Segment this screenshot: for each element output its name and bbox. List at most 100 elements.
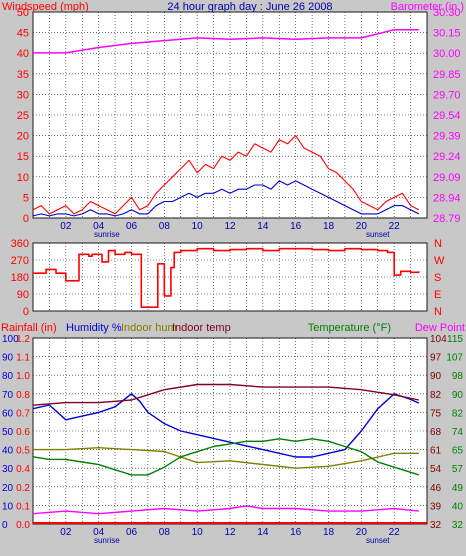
direction-degree-ticks: 0 90 180 270 360 [11, 238, 29, 318]
x-tick-label: 12 [224, 527, 236, 538]
temperature-line [32, 438, 420, 476]
temp-hour-ticks: 02 04 06 08 10 12 14 16 18 20 22 sunrise sunset [60, 527, 400, 545]
humidity-axis-label: Humidity % [66, 322, 122, 334]
wind-hour-ticks: 02 04 06 08 10 12 14 16 18 20 22 sunrise sunset [60, 221, 400, 239]
rain-tick-label: 0.7 [16, 408, 30, 419]
rain-tick-label: 0.0 [16, 520, 30, 531]
humidity-tick-label: 30 [2, 464, 14, 475]
temperature-tick-label: 90 [430, 371, 442, 382]
wind-tick-label: 30 [17, 89, 29, 101]
humidity-line [32, 393, 420, 458]
barometer-tick-label: 28.94 [433, 192, 461, 204]
barometer-ticks: 28.79 28.94 29.09 29.24 29.39 29.54 29.70 29.85… [433, 7, 461, 225]
humidity-tick-label: 80 [2, 371, 14, 382]
barometer-axis-label: Barometer (in.) [391, 1, 464, 13]
rain-tick-label: 0.6 [16, 427, 30, 438]
direction-series [33, 247, 420, 309]
wind-tick-label: 35 [17, 69, 29, 81]
x-tick-label: 18 [323, 221, 335, 232]
x-tick-label: 04 [93, 527, 105, 538]
temperature-tick-label: 75 [430, 408, 442, 419]
wind_avg-line [32, 180, 420, 217]
temperature-tick-label-outer: 65 [452, 446, 464, 457]
dew-point-axis-label: Dew Point [415, 322, 465, 334]
wind-ticks: 0 5 10 15 20 25 30 35 40 45 50 [17, 7, 29, 225]
x-tick-label: 14 [257, 527, 269, 538]
barometer-tick-label: 29.24 [433, 151, 461, 163]
rain-humidity-ticks: 0 0.010 0.120 0.230 0.440 0.550 0.660 0.770 0.88… [2, 334, 30, 531]
barometer-tick-label: 29.85 [433, 69, 461, 81]
compass-label: N [434, 306, 442, 318]
humidity-tick-label: 90 [2, 353, 14, 364]
x-tick-label: 20 [356, 527, 368, 538]
rain-tick-label: 0.8 [16, 390, 30, 401]
rain-tick-label: 0.5 [16, 446, 30, 457]
humidity-tick-label: 20 [2, 483, 14, 494]
sunrise-marker: sunrise [94, 230, 120, 239]
temperature-axis-label: Temperature (°F) [308, 322, 391, 334]
rain-tick-label: 0.1 [16, 501, 30, 512]
direction-degree-label: 270 [11, 255, 29, 267]
temperature-tick-label: 54 [430, 464, 442, 475]
humidity-tick-label: 40 [2, 446, 14, 457]
indoor-temp-axis-label: Indoor temp [172, 322, 231, 334]
rain-tick-label: 0.2 [16, 483, 30, 494]
direction-line [33, 247, 420, 309]
wind-tick-label: 20 [17, 131, 29, 143]
barometer-tick-label: 29.70 [433, 89, 461, 101]
wind-tick-label: 5 [23, 192, 29, 204]
x-tick-label: 10 [192, 221, 204, 232]
sunset-marker: sunset [366, 536, 390, 545]
wind-baro-chart: Windspeed (mph) 24 hour graph day : June… [2, 1, 464, 239]
temperature-tick-label: 68 [430, 427, 442, 438]
rain-tick-label: 1.0 [16, 371, 30, 382]
x-tick-label: 16 [290, 221, 302, 232]
wind-tick-label: 40 [17, 48, 29, 60]
wind-tick-label: 15 [17, 151, 29, 163]
x-tick-label: 22 [389, 221, 401, 232]
sunrise-marker: sunrise [94, 536, 120, 545]
indoor-hum-axis-label: Indoor hum [121, 322, 177, 334]
direction-degree-label: 180 [11, 272, 29, 284]
wind-tick-label: 50 [17, 7, 29, 19]
x-tick-label: 08 [159, 527, 171, 538]
temperature-tick-label-outer: 32 [452, 520, 464, 531]
direction-degree-label: 360 [11, 238, 29, 250]
temperature-tick-label-outer: 57 [452, 464, 464, 475]
barometer-line [33, 28, 419, 54]
temperature-ticks: 32 32 39 40 46 49 54 57 61 65 68 74 75 82 82 90 90 98 97 10… [430, 334, 463, 531]
temperature-tick-label-outer: 98 [452, 371, 464, 382]
wind-tick-label: 10 [17, 172, 29, 184]
temperature-tick-label: 39 [430, 501, 442, 512]
rain-tick-label: 1.1 [16, 353, 30, 364]
humidity-tick-label: 10 [2, 501, 14, 512]
direction-degree-label: 0 [23, 306, 29, 318]
rain-tick-label: 0.4 [16, 464, 30, 475]
dew_point-line [32, 505, 419, 515]
direction-degree-label: 90 [17, 289, 29, 301]
indoor_hum-line [33, 447, 419, 469]
humidity-tick-label: 60 [2, 408, 14, 419]
chart-title: 24 hour graph day : June 26 2008 [167, 1, 332, 13]
x-tick-label: 16 [290, 527, 302, 538]
barometer-tick-label: 30.30 [433, 7, 461, 19]
barometer-tick-label: 29.54 [433, 110, 461, 122]
x-tick-label: 18 [323, 527, 335, 538]
x-tick-label: 04 [93, 221, 105, 232]
compass-label: W [434, 255, 445, 267]
humidity-tick-label: 70 [2, 390, 14, 401]
direction-grid [33, 243, 427, 311]
compass-label: N [434, 238, 442, 250]
temperature-tick-label-outer: 40 [452, 501, 464, 512]
indoor_temp-line [32, 383, 419, 406]
x-tick-label: 12 [224, 221, 236, 232]
temperature-tick-label: 97 [430, 353, 442, 364]
temperature-tick-label: 46 [430, 483, 442, 494]
x-tick-label: 10 [192, 527, 204, 538]
wind-tick-label: 45 [17, 28, 29, 40]
humidity-tick-label: 50 [2, 427, 14, 438]
x-tick-label: 06 [126, 527, 138, 538]
temp-hum-chart: Rainfall (in) Humidity % Indoor hum Indo… [1, 322, 465, 545]
